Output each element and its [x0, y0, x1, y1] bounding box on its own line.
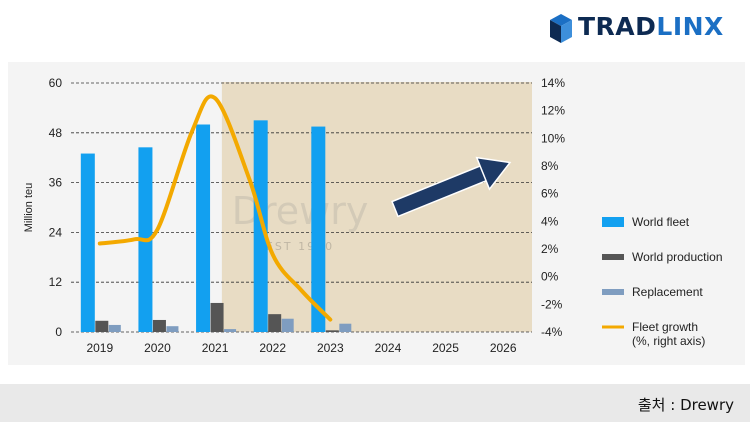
- bar-replacement-2022: [281, 318, 294, 332]
- bar-world-production-2022: [268, 314, 282, 332]
- x-tick-label: 2025: [432, 341, 459, 355]
- y2-tick-label: 10%: [541, 131, 565, 145]
- brand-logo-text: TRADLINX: [578, 12, 724, 41]
- brand-suffix: LINX: [656, 12, 724, 41]
- bar-world-production-2023: [325, 330, 339, 332]
- bar-replacement-2023: [339, 323, 352, 332]
- y-tick-label: 0: [55, 325, 62, 339]
- cube-logo-icon: [550, 14, 572, 43]
- chart-panel: Drewry EST 1970 0 12 24 36 48 60 -4% -2% 0% 2% 4% 6% 8…: [8, 62, 745, 365]
- y2-tick-label: -2%: [541, 297, 563, 311]
- fleet-growth-line: [97, 94, 333, 322]
- bar-replacement-2019: [108, 324, 121, 332]
- legend-label: World production: [632, 250, 723, 264]
- y-tick-label: 36: [49, 176, 63, 190]
- bar-world-fleet-2023: [311, 126, 326, 332]
- legend-label: World fleet: [632, 215, 690, 229]
- bar-world-production-2020: [152, 319, 166, 332]
- y-tick-label: 60: [49, 76, 63, 90]
- footer-bar: 출처 : Drewry: [0, 384, 750, 422]
- y-tick-label: 12: [49, 275, 63, 289]
- bar-world-fleet-2019: [80, 153, 95, 332]
- x-tick-label: 2024: [375, 341, 402, 355]
- legend-label: Fleet growth: [632, 320, 698, 334]
- y-tick-label: 24: [49, 225, 63, 239]
- source-credit: 출처 : Drewry: [637, 396, 734, 414]
- y2-tick-label: 12%: [541, 104, 565, 118]
- y2-tick-label: 8%: [541, 159, 559, 173]
- y2-tick-label: 14%: [541, 76, 565, 90]
- y2-tick-label: 6%: [541, 187, 559, 201]
- y2-tick-label: -4%: [541, 325, 563, 339]
- forecast-shading: [221, 82, 532, 332]
- bar-world-production-2021: [210, 302, 224, 332]
- bar-replacement-2020: [166, 326, 179, 332]
- y-tick-label: 48: [49, 126, 63, 140]
- y2-tick-label: 0%: [541, 270, 559, 284]
- upward-trend-arrow-icon: [391, 156, 512, 218]
- bar-replacement-2021: [224, 329, 237, 332]
- legend-swatch: [602, 217, 624, 227]
- bar-world-fleet-2021: [196, 124, 211, 332]
- x-tick-label: 2023: [317, 341, 344, 355]
- legend-label: (%, right axis): [632, 334, 705, 348]
- y2-tick-label: 4%: [541, 214, 559, 228]
- y-axis-title: Million teu: [23, 183, 35, 233]
- watermark-brand: Drewry: [232, 189, 369, 233]
- x-tick-label: 2020: [144, 341, 171, 355]
- y2-tick-label: 2%: [541, 242, 559, 256]
- x-tick-label: 2022: [259, 341, 286, 355]
- brand-prefix: TRAD: [578, 12, 657, 41]
- tradlinx-logo: [550, 14, 572, 43]
- bar-world-fleet-2022: [253, 120, 268, 332]
- legend-label: Replacement: [632, 285, 703, 299]
- bar-world-production-2019: [95, 320, 109, 332]
- legend-swatch: [602, 289, 624, 295]
- x-tick-label: 2019: [86, 341, 113, 355]
- x-tick-label: 2021: [202, 341, 229, 355]
- legend-swatch: [602, 254, 624, 260]
- x-tick-label: 2026: [490, 341, 517, 355]
